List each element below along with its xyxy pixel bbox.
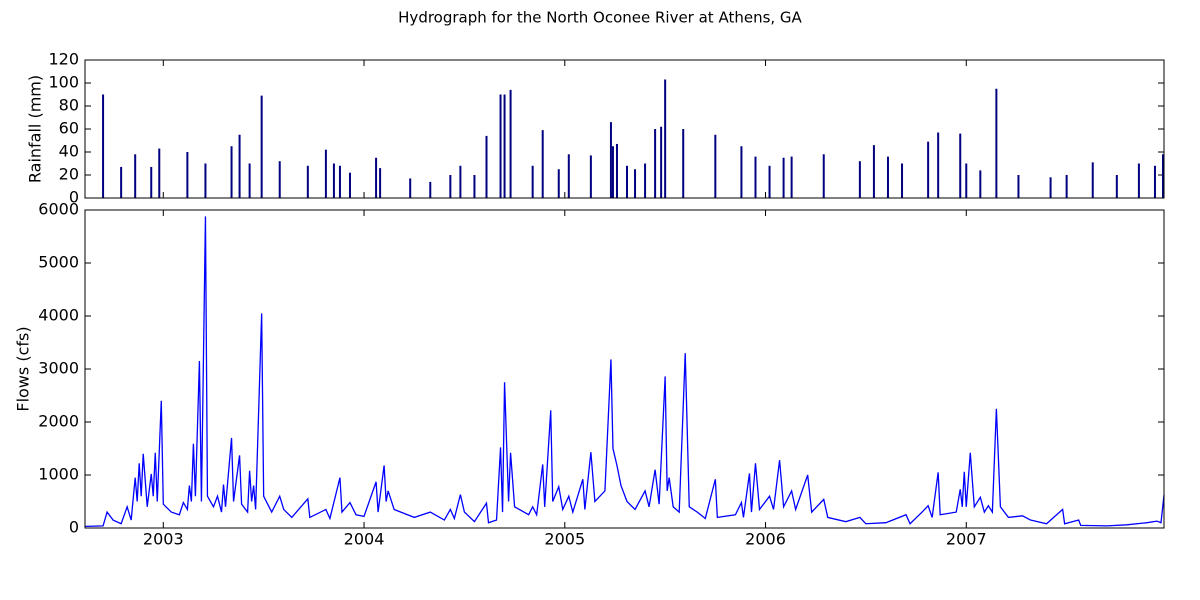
y-tick-label: 20 (59, 165, 79, 184)
y-tick-label: 3000 (38, 359, 79, 378)
y-axis-label: Flows (cfs) (14, 326, 33, 411)
y-tick-label: 5000 (38, 253, 79, 272)
axes-frame (84, 209, 1165, 529)
y-tick-label: 60 (59, 119, 79, 138)
y-tick-label: 1000 (38, 465, 79, 484)
flow-line (84, 216, 1165, 528)
x-tick-label: 2004 (344, 530, 385, 549)
y-tick-label: 100 (48, 73, 79, 92)
y-tick-label: 0 (69, 188, 79, 207)
x-tick-label: 2003 (143, 530, 184, 549)
y-tick-label: 80 (59, 96, 79, 115)
x-tick-label: 2006 (745, 530, 786, 549)
x-tick-label: 2005 (544, 530, 585, 549)
y-axis-label: Rainfall (mm) (26, 75, 45, 183)
x-tick-label: 2007 (946, 530, 987, 549)
y-tick-label: 0 (69, 518, 79, 537)
axes-frame (84, 59, 1165, 199)
y-tick-label: 6000 (38, 200, 79, 219)
y-tick-label: 40 (59, 142, 79, 161)
y-tick-label: 120 (48, 50, 79, 69)
y-tick-label: 4000 (38, 306, 79, 325)
y-tick-label: 2000 (38, 412, 79, 431)
chart-title: Hydrograph for the North Oconee River at… (398, 9, 802, 27)
